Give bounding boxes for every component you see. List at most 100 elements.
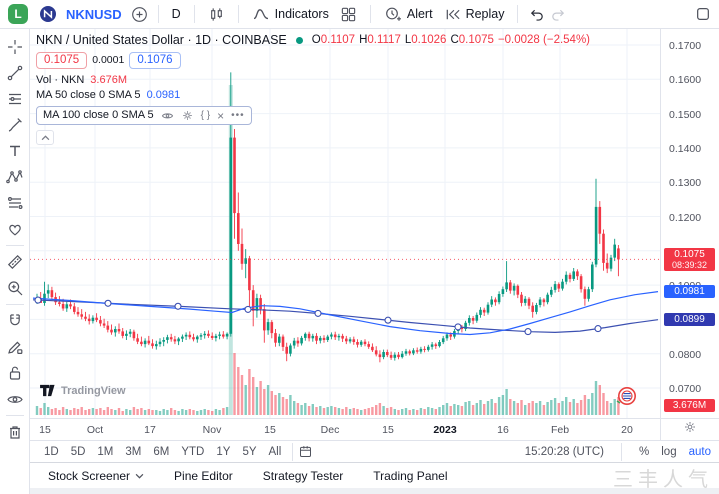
time-axis-label: 20 <box>621 424 633 436</box>
chart-style-button[interactable] <box>205 4 228 25</box>
range-button-1m[interactable]: 1M <box>97 445 114 458</box>
range-button-5y[interactable]: 5Y <box>242 445 257 458</box>
chevron-down-icon <box>135 473 144 479</box>
delete-all-tool-icon[interactable] <box>2 419 28 444</box>
undo-icon[interactable] <box>528 6 545 23</box>
range-button-1y[interactable]: 1Y <box>216 445 231 458</box>
symbol-name[interactable]: NKNUSD <box>66 6 122 22</box>
log-scale-button[interactable]: log <box>661 445 677 458</box>
emoji-heart-tool-icon[interactable] <box>2 216 28 241</box>
market-status-dot <box>295 36 303 44</box>
ohlc-values: O0.1107 H0.1117 L0.1026 C0.1075 −0.0028 … <box>311 33 591 46</box>
crosshair-tool-icon[interactable] <box>2 34 28 59</box>
auto-scale-button[interactable]: auto <box>688 445 711 458</box>
range-button-5d[interactable]: 5D <box>70 445 86 458</box>
ma100-value-badge: 0.0899 <box>664 312 715 326</box>
symbol-title[interactable]: NKN / United States Dollar · 1D · COINBA… <box>36 33 287 47</box>
buy-price-button[interactable]: 0.1076 <box>129 51 181 69</box>
chart-canvas[interactable] <box>30 29 660 418</box>
price-axis-label: 0.1400 <box>669 142 702 155</box>
clock-utc[interactable]: 15:20:28 (UTC) <box>524 445 605 458</box>
chart-pane[interactable]: NKN / United States Dollar · 1D · COINBA… <box>30 29 660 418</box>
indicators-icon <box>252 5 270 23</box>
range-button-6m[interactable]: 6M <box>153 445 170 458</box>
user-avatar[interactable]: L <box>8 4 28 24</box>
drawing-edit-tool-icon[interactable] <box>2 334 28 359</box>
ma50-indicator-label[interactable]: MA 50 close 0 SMA 5 <box>36 89 141 101</box>
lock-all-tool-icon[interactable] <box>2 360 28 385</box>
tradingview-logo-icon <box>40 384 55 397</box>
alert-clock-icon <box>384 5 402 23</box>
symbol-logo-icon <box>39 5 57 23</box>
brush-tool-icon[interactable] <box>2 112 28 137</box>
sell-price-button[interactable]: 0.1075 <box>36 51 88 69</box>
broker-logo <box>614 386 638 411</box>
go-to-date-icon[interactable] <box>298 444 313 459</box>
compare-add-icon[interactable] <box>131 6 148 23</box>
volume-indicator-label[interactable]: Vol · NKN <box>36 74 85 86</box>
gear-icon[interactable] <box>181 109 194 122</box>
toolbar-separator <box>193 5 195 23</box>
page-watermark: 三丰人气 <box>613 467 713 491</box>
range-button-all[interactable]: All <box>268 445 282 458</box>
legend-collapse-button[interactable] <box>36 130 54 145</box>
toolbar-separator <box>621 442 623 461</box>
chart-legend: NKN / United States Dollar · 1D · COINBA… <box>36 34 590 145</box>
price-axis-label: 0.0700 <box>669 383 702 395</box>
time-axis-label: Nov <box>202 424 222 436</box>
percent-scale-button[interactable]: % <box>639 445 650 458</box>
volume-value: 3.676M <box>90 74 127 86</box>
source-code-icon[interactable]: { } <box>200 109 211 121</box>
tab-strategy-tester[interactable]: Strategy Tester <box>262 468 344 483</box>
ma100-indicator-label: MA 100 close 0 SMA 5 <box>43 109 154 121</box>
replay-icon <box>444 6 461 23</box>
toolbar-separator <box>369 5 371 23</box>
magnet-tool-icon[interactable] <box>2 308 28 333</box>
save-layout-icon[interactable] <box>695 6 711 22</box>
alert-button[interactable]: Alert <box>381 3 436 25</box>
eye-icon[interactable] <box>161 109 174 122</box>
redo-icon[interactable] <box>550 6 567 23</box>
range-button-3m[interactable]: 3M <box>125 445 142 458</box>
text-tool-icon[interactable] <box>2 138 28 163</box>
price-axis[interactable]: 0.17000.16000.15000.14000.13000.12000.11… <box>660 29 719 418</box>
chart-settings-gear-icon[interactable] <box>683 420 697 439</box>
top-toolbar: L NKNUSD D Indicators Alert <box>0 0 719 29</box>
hide-drawings-tool-icon[interactable] <box>2 386 28 411</box>
range-button-1d[interactable]: 1D <box>44 445 59 458</box>
price-axis-label: 0.1500 <box>669 108 702 121</box>
bottom-toolbar: 1D 5D 1M 3M 6M YTD 1Y 5Y All 15:20:28 (UTC) % lo… <box>30 440 719 462</box>
trend-line-tool-icon[interactable] <box>2 60 28 85</box>
tab-stock-screener[interactable]: Stock Screener <box>48 469 144 483</box>
ma100-indicator-selected[interactable]: MA 100 close 0 SMA 5 { } × ••• <box>36 106 252 125</box>
time-axis-label: 2023 <box>433 424 457 436</box>
replay-button[interactable]: Replay <box>441 4 508 25</box>
prediction-tool-icon[interactable] <box>2 190 28 215</box>
toolbar-separator <box>237 5 239 23</box>
fib-retracement-tool-icon[interactable] <box>2 86 28 111</box>
axis-settings-corner <box>660 418 719 440</box>
time-axis-label: 15 <box>39 424 51 436</box>
remove-indicator-icon[interactable]: × <box>217 108 225 123</box>
ma50-value-badge: 0.0981 <box>664 284 715 298</box>
time-axis-label: 15 <box>382 424 394 436</box>
measure-tool-icon[interactable] <box>2 249 28 274</box>
toolbar-separator <box>5 304 24 305</box>
ma50-value: 0.0981 <box>146 89 181 101</box>
zoom-in-tool-icon[interactable] <box>2 275 28 300</box>
more-options-icon[interactable]: ••• <box>231 109 245 121</box>
range-button-ytd[interactable]: YTD <box>181 445 205 458</box>
toolbar-separator <box>517 5 519 23</box>
time-axis-label: Oct <box>86 424 104 436</box>
tab-pine-editor[interactable]: Pine Editor <box>174 468 233 483</box>
time-axis-label: Dec <box>320 424 340 436</box>
tradingview-attribution[interactable]: TradingView <box>39 384 126 397</box>
interval-button[interactable]: D <box>171 7 181 21</box>
xabcd-pattern-tool-icon[interactable] <box>2 164 28 189</box>
time-axis[interactable]: 15 Oct 17 Nov 15 Dec 15 2023 16 Feb 20 <box>30 418 660 440</box>
time-axis-label: Feb <box>550 424 570 436</box>
indicators-button[interactable]: Indicators <box>249 3 332 25</box>
indicator-templates-button[interactable] <box>337 4 360 25</box>
tab-trading-panel[interactable]: Trading Panel <box>373 468 448 483</box>
